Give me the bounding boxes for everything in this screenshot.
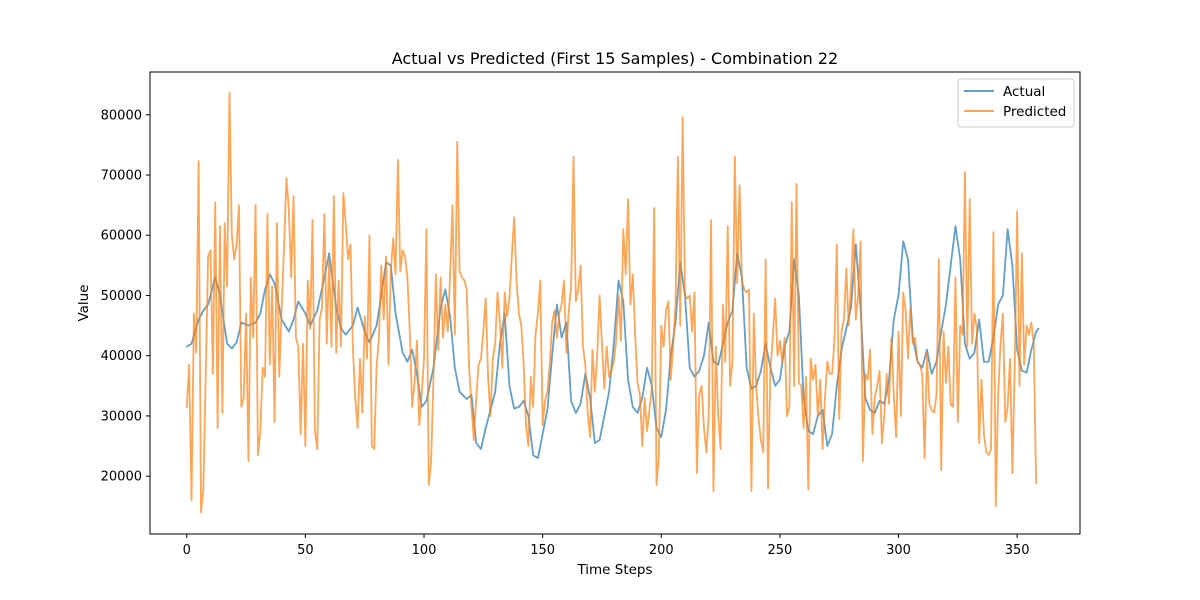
- chart-title: Actual vs Predicted (First 15 Samples) -…: [392, 49, 838, 68]
- y-tick-label: 30000: [101, 409, 142, 424]
- y-tick-label: 70000: [101, 169, 142, 184]
- x-tick-label: 150: [530, 543, 555, 558]
- x-tick-label: 50: [297, 543, 314, 558]
- x-axis: 0 50 100 150 200 250 300 350: [183, 534, 1030, 558]
- y-tick-label: 80000: [101, 108, 142, 123]
- series-line-predicted: [185, 91, 1038, 514]
- legend-label-actual: Actual: [1003, 84, 1045, 100]
- x-tick-label: 300: [886, 543, 911, 558]
- series-layer: [185, 91, 1040, 514]
- y-tick-label: 20000: [101, 470, 142, 485]
- x-tick-label: 350: [1005, 543, 1030, 558]
- y-tick-label: 40000: [101, 349, 142, 364]
- y-axis: 20000 30000 40000 50000 60000 70000 80000: [101, 108, 150, 485]
- x-tick-label: 100: [412, 543, 437, 558]
- x-tick-label: 250: [767, 543, 792, 558]
- plot-frame: [149, 71, 1081, 535]
- x-tick-label: 0: [183, 543, 191, 558]
- series-line-actual: [185, 225, 1040, 460]
- x-tick-label: 200: [649, 543, 674, 558]
- legend-label-predicted: Predicted: [1003, 104, 1066, 120]
- y-tick-label: 50000: [101, 289, 142, 304]
- legend: Actual Predicted: [957, 78, 1075, 128]
- x-axis-label: Time Steps: [576, 562, 652, 578]
- y-tick-label: 60000: [101, 229, 142, 244]
- y-axis-label: Value: [76, 284, 92, 321]
